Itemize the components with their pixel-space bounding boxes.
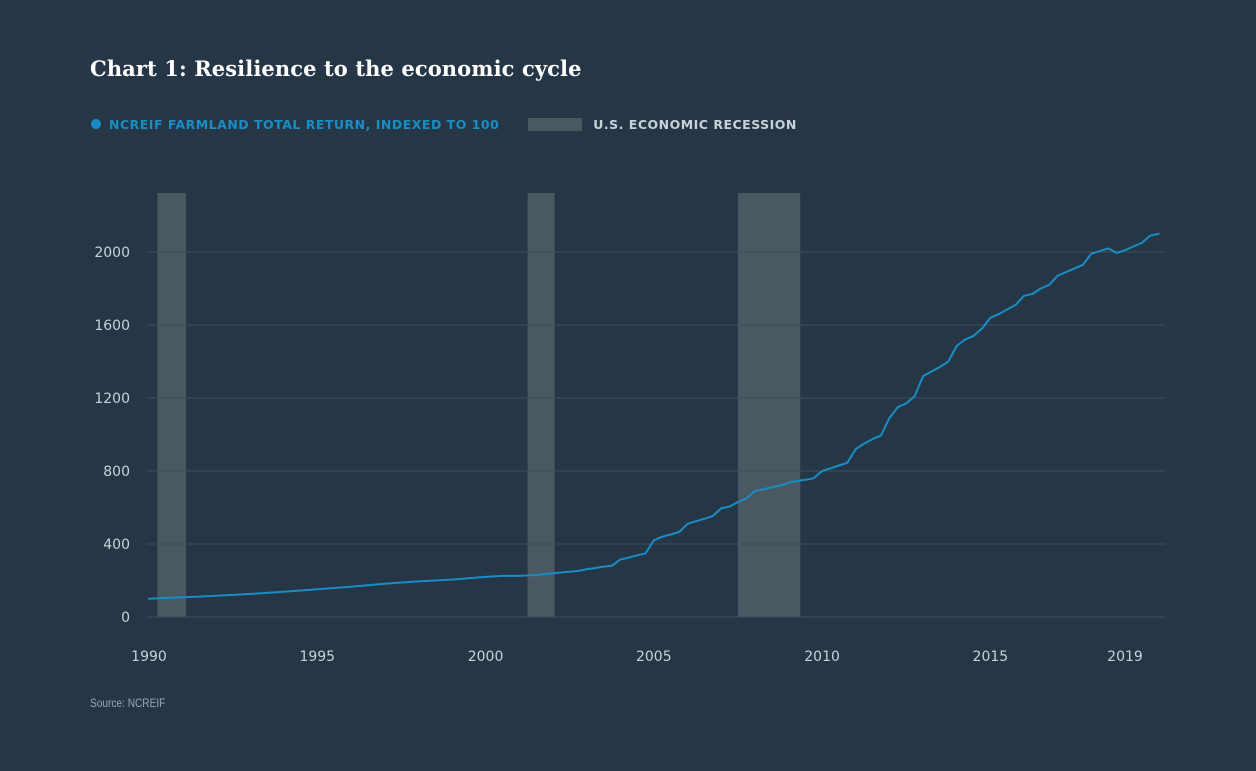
x-tick-label-2015: 2015	[973, 649, 1009, 665]
legend-item-farmland: NCREIF FARMLAND TOTAL RETURN, INDEXED TO…	[91, 117, 499, 132]
x-tick-label-2005: 2005	[636, 649, 672, 665]
y-tick-label-1600: 1600	[94, 318, 130, 334]
recession-band-0	[157, 193, 187, 617]
chart-title: Chart 1: Resilience to the economic cycl…	[90, 56, 582, 81]
legend: NCREIF FARMLAND TOTAL RETURN, INDEXED TO…	[91, 115, 797, 133]
series-layer	[148, 232, 1160, 600]
legend-item-recession: U.S. ECONOMIC RECESSION	[528, 117, 797, 132]
legend-label-recession: U.S. ECONOMIC RECESSION	[593, 116, 797, 132]
x-tick-label-1995: 1995	[299, 649, 335, 665]
y-axis-ticks: 0 400 800 1200 1600 2000	[94, 245, 130, 626]
x-axis-ticks: 1990 1995 2000 2005 2010 2015 2019	[131, 649, 1143, 665]
x-tick-label-2019: 2019	[1107, 649, 1143, 665]
gridlines	[147, 251, 1165, 618]
source-note: Source: NCREIF	[90, 698, 166, 710]
recession-bands	[157, 193, 801, 617]
y-tick-label-400: 400	[103, 537, 130, 553]
x-tick-label-2000: 2000	[468, 649, 504, 665]
x-tick-label-1990: 1990	[131, 649, 167, 665]
y-tick-label-1200: 1200	[94, 391, 130, 407]
legend-band-icon	[528, 117, 583, 131]
legend-dot-icon	[91, 119, 101, 129]
series-line-0	[148, 232, 1160, 600]
recession-band-1	[527, 193, 555, 617]
recession-band-2	[737, 193, 801, 617]
y-tick-label-800: 800	[103, 464, 130, 480]
y-tick-label-2000: 2000	[94, 245, 130, 261]
y-tick-label-0: 0	[121, 610, 130, 626]
x-tick-label-2010: 2010	[804, 649, 840, 665]
legend-label-farmland: NCREIF FARMLAND TOTAL RETURN, INDEXED TO…	[109, 116, 500, 132]
